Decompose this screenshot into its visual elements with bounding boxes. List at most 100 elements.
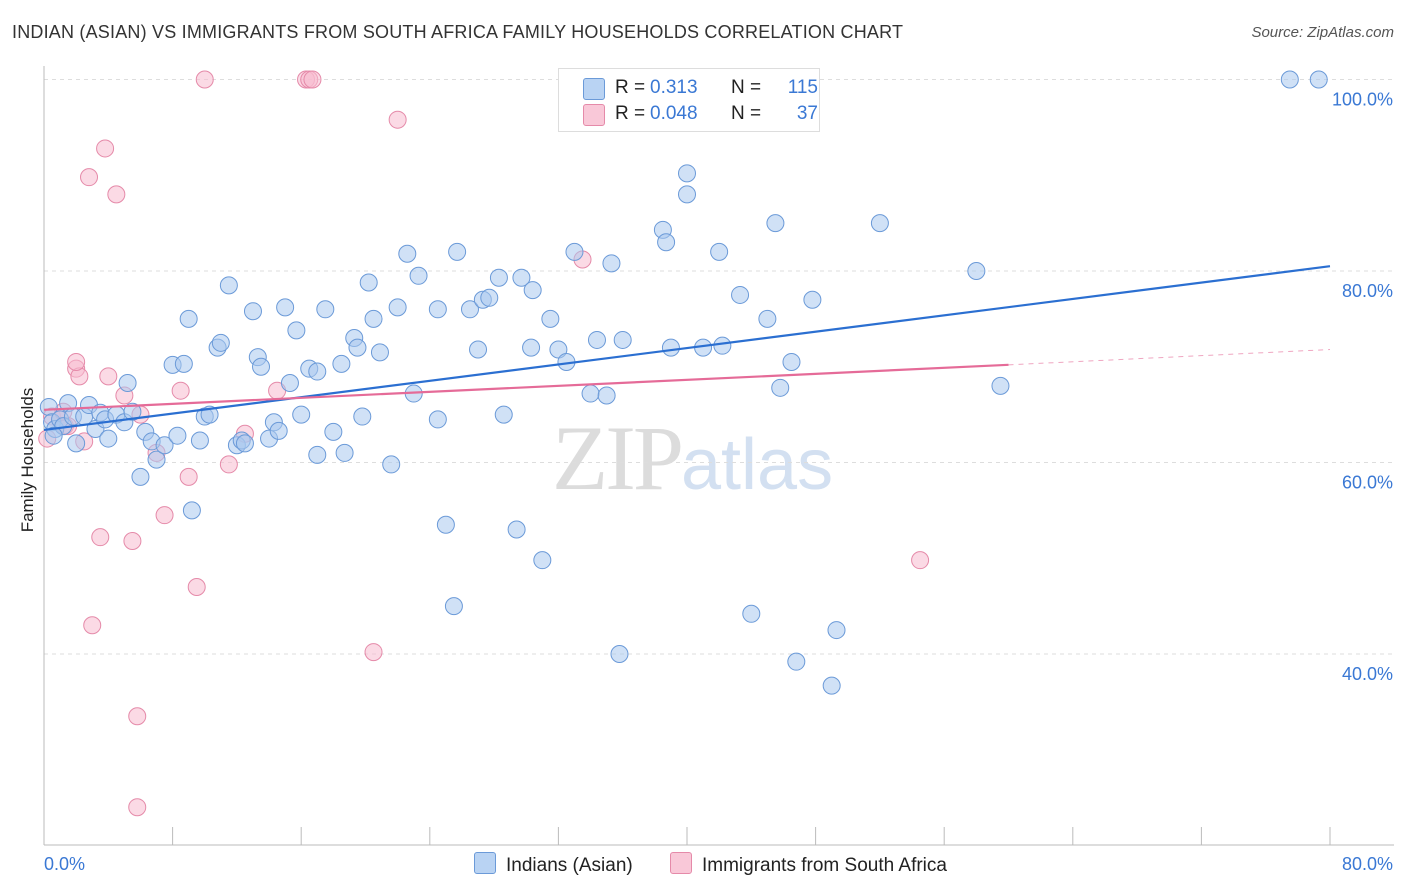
point-indians [131,467,150,486]
point-immigrants [107,185,126,204]
point-indians [678,185,696,204]
point-indians [444,597,463,616]
watermark-zip: ZIP [552,407,684,509]
point-indians [292,405,311,424]
legend-swatch-blue [583,78,605,100]
point-indians [179,309,198,328]
legend-r-value: 0.313 [650,77,698,98]
point-indians [533,551,552,570]
point-indians [155,436,174,455]
point-indians [67,434,86,453]
chart-title: INDIAN (ASIAN) VS IMMIGRANTS FROM SOUTH … [12,22,904,42]
point-immigrants [80,168,99,187]
point-indians [123,402,142,421]
legend-n-value: 115 [787,77,818,98]
point-immigrants [96,139,115,158]
point-immigrants [91,528,110,547]
point-indians [324,422,343,441]
point-indians [512,268,531,287]
point-immigrants [911,551,930,570]
point-indians [428,410,447,429]
point-indians [787,652,806,671]
point-indians [269,421,288,440]
legend-label: Immigrants from South Africa [702,855,947,876]
point-indians [565,242,584,261]
point-indians [235,434,254,453]
trend-line-immigrants-extension [1008,349,1331,366]
y-tick-label: 60.0% [1342,473,1393,493]
y-tick-label: 40.0% [1342,664,1393,684]
legend-top: R = 0.313 N = 115 R = 0.048 N = 37 [558,68,820,132]
point-indians [308,362,327,381]
point-indians [364,309,383,328]
point-indians [219,276,238,295]
watermark-atlas: atlas [681,425,834,505]
point-indians [782,352,801,371]
point-indians [182,501,201,520]
point-immigrants [303,70,322,89]
point-indians [1309,70,1328,89]
trend-line-immigrants [43,363,1009,411]
point-immigrants [123,532,142,551]
point-immigrants [195,70,214,89]
point-indians [489,268,508,287]
point-indians [44,426,63,445]
source-label: Source: ZipAtlas.com [1251,24,1394,41]
point-indians [448,242,467,261]
point-indians [610,645,629,663]
y-tick-label: 100.0% [1332,90,1393,110]
point-indians [359,273,378,292]
point-indians [661,338,680,357]
point-immigrants [388,110,407,129]
point-indians [287,321,306,340]
legend-item-immigrants: Immigrants from South Africa [670,852,947,877]
point-indians [870,214,889,233]
point-indians [713,336,732,355]
point-indians [597,386,616,405]
point-indians [388,298,407,317]
point-immigrants [128,798,147,817]
legend-swatch-pink [583,104,605,126]
point-indians [370,343,389,362]
point-immigrants [171,381,190,400]
point-indians [522,338,541,357]
legend-swatch-blue [474,852,496,874]
point-indians [822,676,841,695]
trend-line-indians [43,265,1331,432]
x-tick-label: 0.0% [44,854,85,874]
point-indians [587,330,606,349]
point-immigrants [364,643,383,662]
point-immigrants [155,506,174,525]
point-indians [382,455,401,474]
legend-r-label: R = [615,103,646,124]
point-indians [190,431,209,450]
point-indians [211,333,230,352]
point-indians [742,604,761,623]
point-indians [507,520,526,539]
point-indians [541,309,560,328]
x-tick-label: 80.0% [1342,854,1393,874]
point-indians [602,254,621,273]
point-indians [678,164,696,183]
point-indians [168,426,187,445]
point-indians [147,450,166,469]
point-indians [494,405,513,424]
point-immigrants [128,707,147,726]
point-indians [174,354,193,373]
point-immigrants [179,467,198,486]
legend-r-value: 0.048 [650,103,698,124]
point-indians [480,288,499,307]
point-indians [353,407,372,426]
point-indians [758,309,777,328]
point-indians [827,621,846,640]
point-indians [657,233,676,252]
point-indians [316,300,335,319]
point-immigrants [83,616,102,635]
point-indians [436,515,455,534]
point-indians [409,266,428,285]
y-axis-label: Family Households [18,387,37,533]
point-indians [460,300,479,319]
point-indians [1280,70,1299,89]
point-indians [581,384,600,403]
